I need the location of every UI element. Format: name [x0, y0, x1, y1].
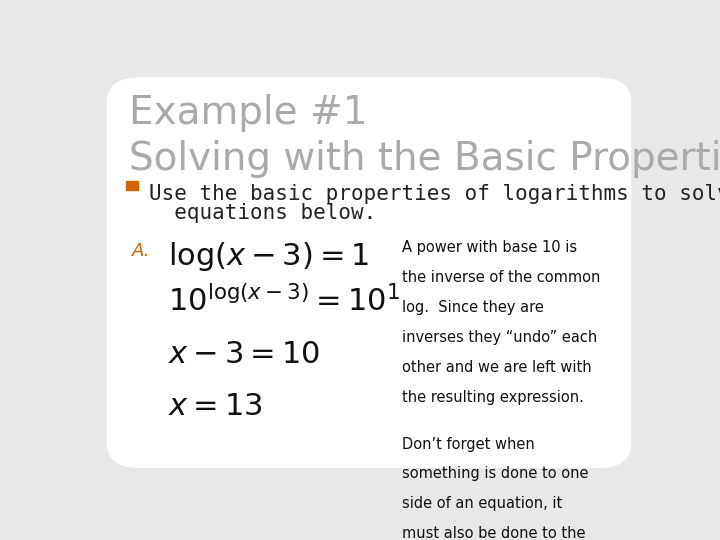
- Text: Don’t forget when: Don’t forget when: [402, 436, 535, 451]
- Text: $x=13$: $x=13$: [168, 391, 263, 422]
- Text: $\log(x-3)=1$: $\log(x-3)=1$: [168, 240, 369, 273]
- Text: the inverse of the common: the inverse of the common: [402, 270, 601, 285]
- Text: Solving with the Basic Properties: Solving with the Basic Properties: [129, 140, 720, 178]
- Text: other and we are left with: other and we are left with: [402, 360, 592, 375]
- Text: $x-3=10$: $x-3=10$: [168, 339, 320, 370]
- Text: A.: A.: [132, 241, 150, 260]
- Text: inverses they “undo” each: inverses they “undo” each: [402, 330, 598, 345]
- Text: must also be done to the: must also be done to the: [402, 526, 586, 540]
- Text: Example #1: Example #1: [129, 94, 368, 132]
- Text: $10^{\log(x-3)}=10^{1}$: $10^{\log(x-3)}=10^{1}$: [168, 286, 400, 318]
- Text: something is done to one: something is done to one: [402, 467, 589, 482]
- Text: A power with base 10 is: A power with base 10 is: [402, 240, 577, 255]
- Text: the resulting expression.: the resulting expression.: [402, 390, 585, 405]
- Text: equations below.: equations below.: [148, 203, 376, 223]
- FancyBboxPatch shape: [107, 77, 631, 468]
- Text: side of an equation, it: side of an equation, it: [402, 496, 563, 511]
- Bar: [126, 181, 138, 190]
- Text: Use the basic properties of logarithms to solve the: Use the basic properties of logarithms t…: [148, 184, 720, 204]
- Text: log.  Since they are: log. Since they are: [402, 300, 544, 315]
